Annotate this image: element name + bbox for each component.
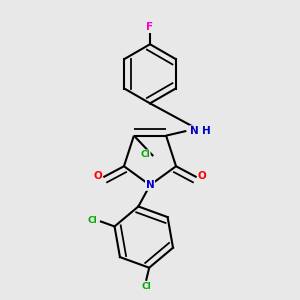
Text: Cl: Cl [140, 150, 150, 159]
Text: Cl: Cl [88, 216, 98, 225]
Text: F: F [146, 22, 154, 32]
Text: O: O [198, 171, 207, 181]
Text: O: O [93, 171, 102, 181]
Text: H: H [202, 126, 211, 136]
Text: Cl: Cl [141, 282, 151, 291]
Text: N: N [146, 180, 154, 190]
Text: N: N [190, 126, 199, 136]
